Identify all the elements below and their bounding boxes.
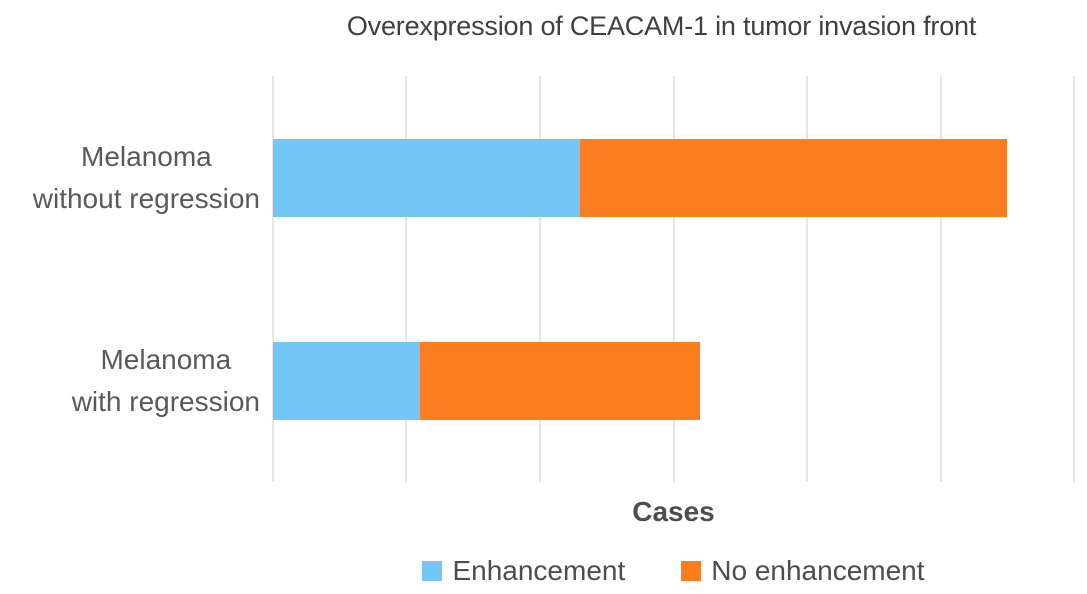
bar-melanoma-with-regression bbox=[273, 342, 1074, 420]
gridline bbox=[939, 76, 942, 482]
chart-title: Overexpression of CEACAM-1 in tumor inva… bbox=[346, 11, 977, 41]
gridline bbox=[538, 76, 541, 482]
gridline bbox=[672, 76, 675, 482]
category-label-melanoma-with-regression: Melanoma with regression bbox=[0, 279, 260, 482]
category-label-text: Melanoma without regression bbox=[32, 140, 260, 214]
legend-label-enhancement: Enhancement bbox=[452, 555, 626, 586]
legend: Enhancement No enhancement bbox=[273, 551, 1074, 591]
category-label-text: Melanoma with regression bbox=[71, 343, 260, 417]
category-label-melanoma-without-regression: Melanoma without regression bbox=[0, 76, 260, 279]
legend-label-no-enhancement: No enhancement bbox=[711, 555, 925, 586]
bar-segment-no-enhancement bbox=[419, 342, 701, 420]
gridline bbox=[272, 76, 274, 482]
gridline bbox=[1073, 76, 1075, 482]
bar-segment-enhancement bbox=[273, 342, 420, 420]
legend-swatch-enhancement bbox=[422, 561, 443, 581]
gridline bbox=[805, 76, 808, 482]
plot-area bbox=[272, 76, 1075, 482]
gridlines-layer bbox=[272, 76, 1075, 482]
legend-swatch-no-enhancement bbox=[681, 561, 702, 581]
bar-melanoma-without-regression bbox=[273, 139, 1074, 217]
gridline bbox=[405, 76, 408, 482]
bar-segment-enhancement bbox=[273, 139, 581, 217]
bar-segment-no-enhancement bbox=[580, 139, 1008, 217]
legend-item-enhancement: Enhancement bbox=[422, 555, 625, 587]
x-axis-title: Cases bbox=[632, 496, 715, 527]
legend-item-no-enhancement: No enhancement bbox=[681, 555, 925, 587]
